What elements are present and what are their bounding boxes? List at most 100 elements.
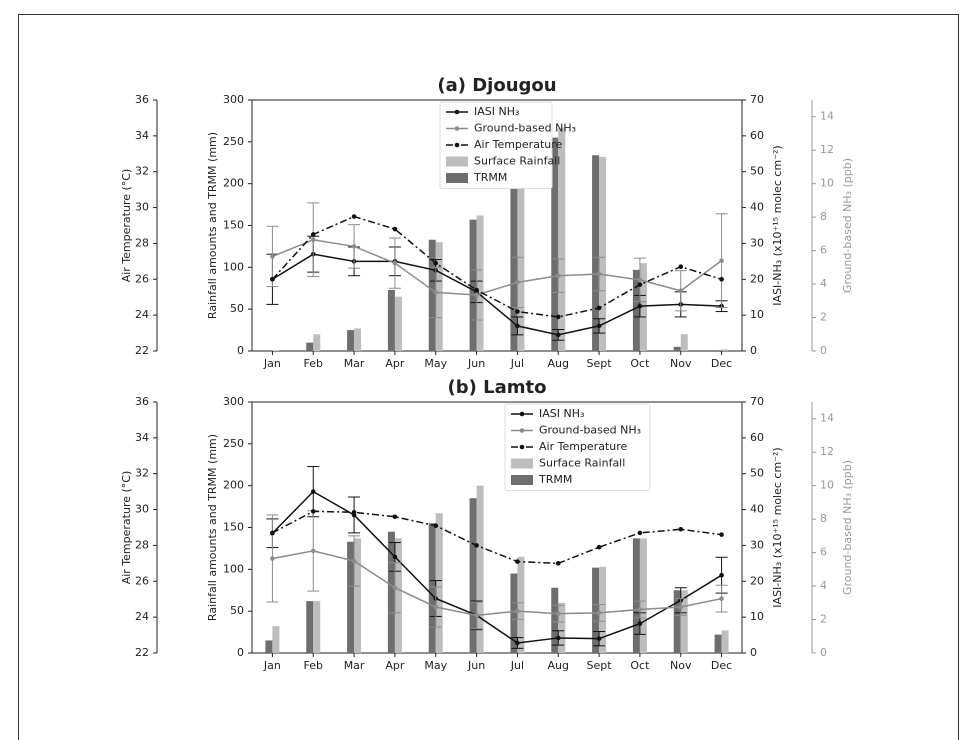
y-tick-label: 300 [223,93,244,106]
y-axis-label: Air Temperature (°C) [120,169,133,283]
x-tick-label: Mar [344,659,365,672]
x-tick-label: Jul [510,357,524,370]
legend-label: Ground-based NH₃ [474,122,576,135]
bar [510,573,518,653]
y-tick-label: 200 [223,177,244,190]
line [272,550,722,617]
marker [351,558,357,564]
y-tick-label: 0 [820,646,827,659]
x-tick-label: Aug [548,659,569,672]
x-tick-label: Jul [510,659,524,672]
bar [673,346,681,351]
legend-label: Surface Rainfall [474,155,560,168]
marker [596,305,602,311]
chart-title: (a) Djougou [437,75,556,96]
x-tick-label: Apr [385,659,405,672]
legend-label: TRMM [538,473,572,486]
legend-box [504,403,651,491]
marker [433,290,439,295]
x-tick-label: May [424,659,447,672]
y-tick-label: 50 [230,302,244,315]
bar [639,263,647,351]
y-tick-label: 20 [750,574,764,587]
x-tick-label: Sept [587,659,613,672]
y-tick-label: 12 [820,143,834,156]
marker [392,226,398,232]
y-tick-label: 100 [223,260,244,273]
marker [474,292,479,298]
x-tick-label: Nov [670,357,692,370]
y-tick-label: 60 [750,129,764,142]
y-tick-label: 6 [820,546,827,559]
marker [555,561,561,566]
y-tick-label: 0 [820,344,827,357]
bar [599,156,607,351]
marker [515,280,520,285]
y-axis-label: IASI-NH₃ (x10⁺¹⁵ molec cm⁻²) [771,447,784,607]
bar [673,590,681,653]
y-tick-label: 60 [750,431,764,444]
bar [714,634,722,653]
bar [394,538,402,653]
y-tick-label: 2 [820,613,827,626]
legend-marker [519,444,525,450]
x-tick-label: Oct [630,659,650,672]
y-tick-label: 10 [750,610,764,623]
marker [392,554,398,560]
y-axis-label: Air Temperature (°C) [120,471,133,585]
bar [387,289,395,351]
y-tick-label: 30 [750,538,764,551]
marker [270,254,275,259]
marker [433,604,439,610]
bar [714,350,722,351]
bar [469,219,477,351]
marker [678,604,684,610]
bar [387,531,395,653]
y-tick-label: 34 [135,431,149,444]
bar [347,330,355,351]
bar [592,567,600,653]
x-tick-label: Feb [304,357,323,370]
y-tick-label: 6 [820,244,827,257]
y-tick-label: 40 [750,503,764,516]
y-tick-label: 12 [820,445,834,458]
marker [474,287,479,293]
y-tick-label: 150 [223,219,244,232]
bar [551,137,559,351]
bar [680,590,688,653]
marker [555,273,561,279]
marker [555,332,561,338]
y-tick-label: 32 [135,165,149,178]
legend-marker [519,411,525,417]
y-tick-label: 70 [750,395,764,408]
y-axis-label: Rainfall amounts and TRMM (mm) [206,132,219,319]
y-tick-label: 26 [135,574,149,587]
legend-label: Surface Rainfall [539,457,625,470]
y-tick-label: 14 [820,412,834,425]
plot-area [251,401,743,654]
bar [272,350,280,351]
y-tick-label: 200 [223,479,244,492]
legend-swatch [511,458,533,469]
y-tick-label: 30 [750,236,764,249]
bar [394,296,402,351]
x-tick-label: Sept [587,357,613,370]
x-tick-label: Jan [263,357,281,370]
y-tick-label: 22 [135,646,149,659]
marker [310,509,316,514]
y-tick-label: 8 [820,210,827,223]
marker [596,636,602,641]
marker [515,559,520,564]
bar [476,215,484,351]
bar [435,513,443,653]
marker [637,303,643,309]
y-tick-label: 26 [135,272,149,285]
x-tick-label: Jun [467,659,485,672]
y-tick-label: 22 [135,344,149,357]
x-tick-label: Apr [385,357,405,370]
marker [515,323,520,329]
legend-swatch [446,173,468,183]
bar [721,349,729,351]
y-tick-label: 24 [135,610,149,623]
marker [351,244,357,249]
